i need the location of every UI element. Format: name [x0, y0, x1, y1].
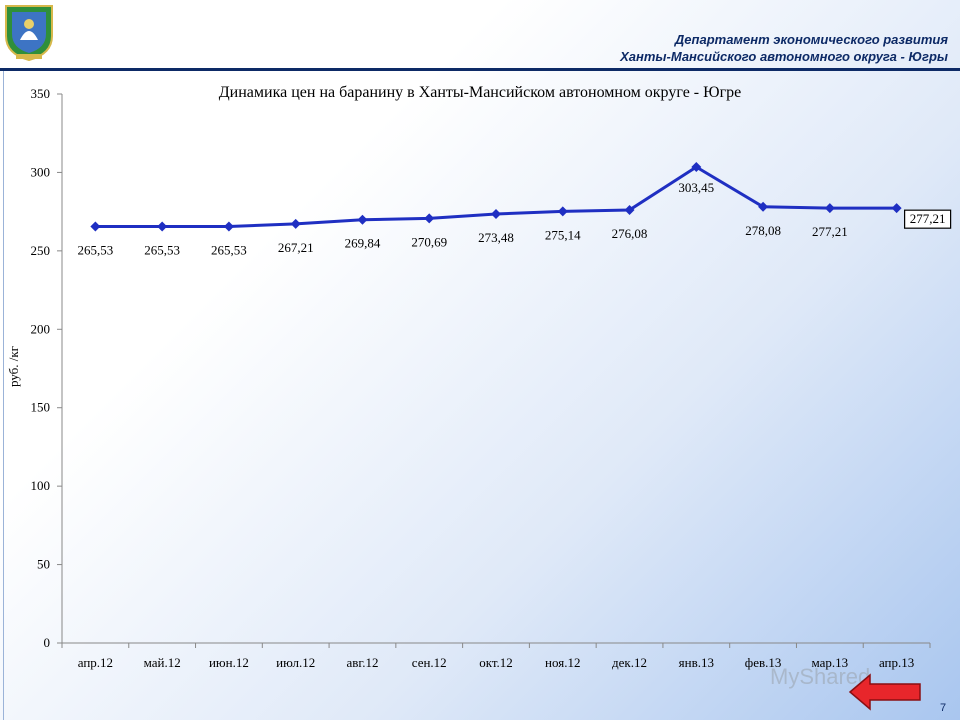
y-axis-ticks: 0 50 100 150 200 250 300 350	[31, 86, 62, 650]
y-tick-label: 250	[31, 243, 51, 258]
x-tick-label: май.12	[144, 655, 181, 670]
data-label: 265,53	[211, 242, 247, 257]
department-subtitle: Ханты-Мансийского автономного округа - Ю…	[620, 49, 948, 64]
y-tick-label: 0	[44, 635, 51, 650]
watermark: MyShared	[770, 664, 871, 689]
data-label: 275,14	[545, 227, 581, 242]
data-point-marker	[557, 206, 568, 217]
x-tick-label: сен.12	[412, 655, 447, 670]
y-tick-label: 300	[31, 164, 51, 179]
y-tick-label: 150	[31, 400, 51, 415]
x-tick-label: июн.12	[209, 655, 249, 670]
data-point-marker	[691, 162, 702, 173]
x-tick-label: окт.12	[479, 655, 513, 670]
x-tick-label: июл.12	[276, 655, 315, 670]
data-point-marker	[357, 214, 368, 225]
x-tick-label: янв.13	[679, 655, 714, 670]
x-tick-label: авг.12	[346, 655, 378, 670]
header-divider	[0, 68, 960, 71]
data-point-marker	[223, 221, 234, 232]
y-tick-label: 200	[31, 321, 51, 336]
data-point-marker	[624, 204, 635, 215]
chart-title: Динамика цен на баранину в Ханты-Мансийс…	[219, 84, 741, 101]
chart-axes	[61, 94, 930, 644]
x-tick-label: фев.13	[745, 655, 782, 670]
data-label: 277,21	[812, 224, 848, 239]
data-label: 267,21	[278, 240, 314, 255]
left-divider	[3, 71, 4, 720]
x-tick-label: ноя.12	[545, 655, 580, 670]
data-label: 265,53	[144, 242, 180, 257]
data-label: 277,21	[910, 211, 946, 226]
data-point-marker	[491, 209, 501, 220]
coat-of-arms-icon	[5, 5, 53, 62]
x-tick-label: дек.12	[612, 655, 647, 670]
data-label: 276,08	[612, 226, 648, 241]
header: Департамент экономического развития Хант…	[0, 0, 960, 71]
y-axis-label: руб. /кг	[6, 346, 21, 387]
data-point-marker	[758, 201, 769, 212]
data-label: 270,69	[411, 234, 447, 249]
x-axis-ticks: апр.12 май.12 июн.12 июл.12 авг.12 сен.12 окт.…	[61, 643, 931, 670]
data-point-marker	[424, 213, 435, 224]
data-label: 303,45	[678, 180, 714, 195]
data-label: 273,48	[478, 230, 514, 245]
y-tick-label: 50	[37, 557, 50, 572]
data-label: 269,84	[345, 236, 381, 251]
y-tick-label: 100	[31, 478, 51, 493]
data-point-marker	[891, 203, 902, 214]
x-tick-label: мар.13	[812, 655, 849, 670]
data-label: 265,53	[78, 242, 114, 257]
data-point-marker	[157, 221, 168, 232]
series-line-group: 265,53 265,53 265,53 267,21 269,84 270,69 273,…	[78, 162, 952, 257]
back-arrow-icon[interactable]	[848, 672, 924, 712]
x-tick-label: апр.12	[78, 655, 113, 670]
x-tick-label: апр.13	[879, 655, 914, 670]
data-point-marker	[90, 221, 101, 232]
page-number: 7	[940, 702, 947, 714]
data-label-box	[904, 209, 952, 229]
y-tick-label: 350	[31, 86, 51, 101]
data-point-marker	[824, 203, 835, 214]
department-title: Департамент экономического развития	[674, 32, 948, 47]
data-point-marker	[290, 218, 301, 229]
data-label: 278,08	[745, 223, 781, 238]
